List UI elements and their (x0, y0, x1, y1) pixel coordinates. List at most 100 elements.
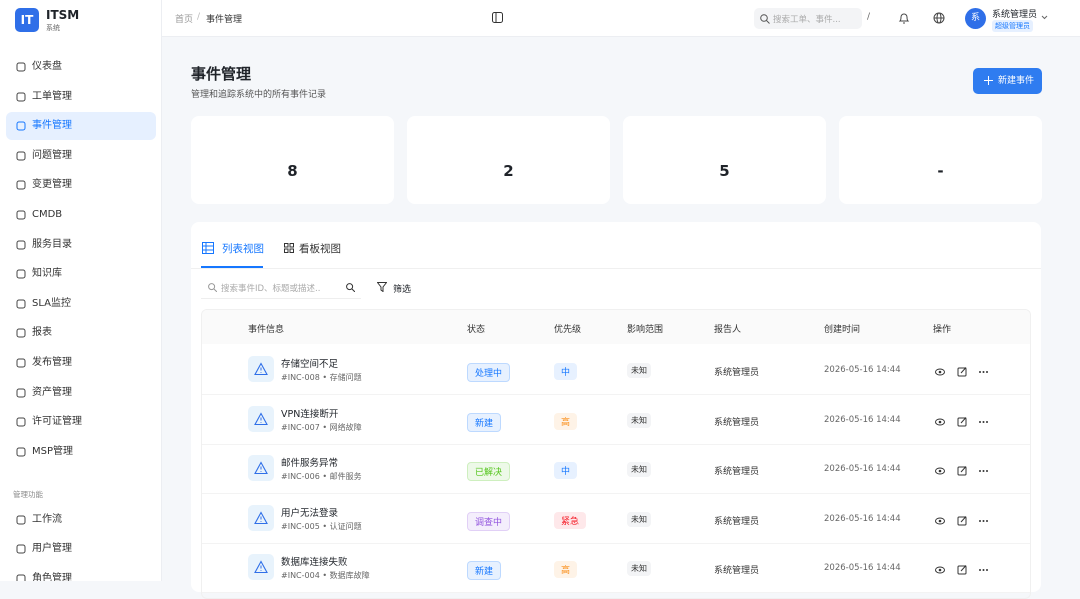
impact-badge: 未知 (627, 462, 651, 478)
menu-icon (16, 417, 26, 427)
created-time: 2026-05-16 14:44 (824, 513, 901, 524)
user-role: 超级管理员 (992, 20, 1033, 32)
breadcrumb-link[interactable]: 首页 (175, 15, 194, 25)
filter-button[interactable]: 筛选 (393, 285, 412, 295)
event-title[interactable]: VPN连接断开 (281, 408, 339, 420)
new-button[interactable]: 新建事件 (973, 68, 1042, 94)
menu-icon (16, 121, 26, 131)
event-icon (248, 504, 274, 531)
search-submit[interactable] (346, 283, 355, 292)
tab[interactable]: 看板视图 (299, 243, 341, 255)
event-table: 事件信息 状态 优先级 影响范围 报告人 创建时间 操作 存储空间不足 #INC-008 • 存… (201, 309, 1031, 599)
impact-badge: 未知 (627, 561, 651, 577)
menu-icon (16, 574, 26, 581)
column-header: 创建时间 (824, 325, 861, 335)
event-title[interactable]: 邮件服务异常 (281, 458, 339, 470)
header: 首页 / 事件管理 搜索工单、事件... / 系 系统管理员 超级管理员 (162, 0, 1080, 37)
table-header-bg (202, 310, 1030, 344)
menu-item[interactable]: 事件管理 (6, 112, 156, 141)
event-title[interactable]: 存储空间不足 (281, 359, 339, 370)
menu-item[interactable]: 工单管理 (6, 83, 156, 111)
row-divider (202, 394, 1030, 395)
menu-icon (16, 180, 26, 190)
event-meta: #INC-005 • 认证问题 (281, 521, 362, 531)
user-name: 系统管理员 (992, 10, 1038, 20)
reporter: 系统管理员 (714, 417, 760, 428)
event-icon (248, 455, 274, 482)
reporter: 系统管理员 (714, 467, 760, 478)
tab-divider (191, 268, 1041, 269)
collapse-icon[interactable] (492, 12, 503, 23)
dropdown-icon[interactable] (1041, 15, 1048, 20)
menu-item[interactable]: 仪表盘 (6, 53, 156, 81)
action-icons[interactable] (935, 366, 995, 378)
bell-icon[interactable] (898, 12, 910, 24)
created-time: 2026-05-16 14:44 (824, 365, 901, 375)
impact-badge: 未知 (627, 511, 651, 527)
tab-active[interactable]: 列表视图 (222, 243, 264, 255)
action-icons[interactable] (935, 416, 995, 428)
row-actions (935, 512, 995, 527)
action-icons[interactable] (935, 465, 995, 477)
created-time: 2026-05-16 14:44 (824, 414, 901, 425)
kanban-icon (284, 243, 294, 253)
event-title[interactable]: 用户无法登录 (281, 507, 339, 519)
action-icons[interactable] (935, 515, 995, 527)
menu-icon (16, 299, 26, 309)
menu-item[interactable]: 变更管理 (6, 171, 156, 199)
search-box[interactable]: 搜索工单、事件... (754, 8, 862, 29)
warning-icon (254, 461, 268, 475)
menu-icon (16, 269, 26, 279)
event-icon (248, 405, 274, 432)
logo: IT (15, 8, 39, 32)
reporter: 系统管理员 (714, 368, 760, 378)
menu-item[interactable]: 工作流 (6, 506, 156, 534)
row-divider (202, 542, 1030, 544)
event-icon (248, 356, 274, 382)
menu-item[interactable]: 报表 (6, 319, 156, 347)
menu-section: 管理功能 (13, 490, 43, 499)
sidebar: IT ITSM 系统 仪表盘 工单管理 事件管理 问题管理 变更管理 CMDB 服务目录 知识… (0, 0, 162, 581)
menu-item[interactable]: 资产管理 (6, 379, 156, 407)
menu-item[interactable]: 许可证管理 (6, 408, 156, 436)
menu-icon (16, 388, 26, 398)
menu-item[interactable]: SLA监控 (6, 290, 156, 318)
menu-item[interactable]: 问题管理 (6, 142, 156, 170)
event-title[interactable]: 数据库连接失败 (281, 557, 348, 569)
breadcrumb-sep: / (197, 12, 201, 22)
stat-card: 2 (407, 116, 610, 204)
event-icon (248, 554, 274, 581)
stat-value: 5 (719, 162, 730, 180)
column-header: 影响范围 (627, 325, 664, 335)
warning-icon (254, 560, 268, 574)
stat-card: 5 (623, 116, 826, 204)
search-icon (208, 283, 217, 292)
menu-item[interactable]: CMDB (6, 201, 156, 229)
stat-value: 2 (503, 162, 514, 180)
priority-badge: 中 (554, 363, 578, 380)
menu-item[interactable]: 服务目录 (6, 231, 156, 259)
menu-icon (16, 62, 26, 72)
menu-icon (16, 210, 26, 220)
action-icons[interactable] (935, 564, 995, 576)
row-actions (935, 413, 995, 428)
row-actions (935, 561, 995, 576)
menu-item[interactable]: 用户管理 (6, 535, 156, 563)
menu-item[interactable]: MSP管理 (6, 438, 156, 466)
avatar[interactable]: 系 (965, 8, 986, 29)
impact-badge: 未知 (627, 363, 651, 378)
event-search[interactable]: 搜索事件ID、标题或描述... (201, 277, 361, 299)
menu-item[interactable]: 发布管理 (6, 349, 156, 377)
language-icon[interactable] (933, 12, 945, 24)
search-placeholder: 搜索工单、事件... (773, 15, 841, 25)
priority-badge: 紧急 (554, 511, 587, 529)
column-header: 优先级 (554, 325, 582, 335)
priority-badge: 高 (554, 412, 578, 430)
column-header: 状态 (467, 325, 486, 335)
event-meta: #INC-006 • 邮件服务 (281, 472, 362, 482)
stat-value: 8 (287, 162, 298, 180)
menu-icon (16, 544, 26, 554)
menu-item[interactable]: 知识库 (6, 260, 156, 288)
menu-item[interactable]: 角色管理 (6, 565, 156, 581)
